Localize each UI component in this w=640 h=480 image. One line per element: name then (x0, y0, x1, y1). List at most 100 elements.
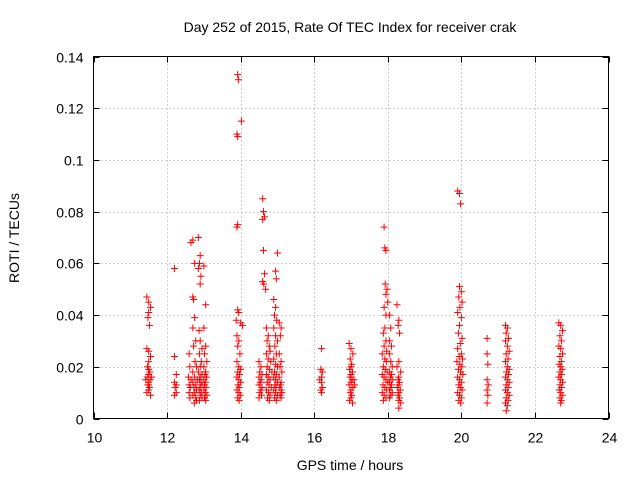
axis-ticks (93, 56, 610, 420)
data-point (456, 340, 464, 348)
x-tick-label: 24 (602, 430, 618, 446)
x-tick-label: 22 (528, 430, 544, 446)
data-point (457, 288, 465, 296)
data-point (191, 358, 199, 366)
data-point (272, 267, 280, 275)
data-point (397, 399, 405, 407)
data-point (458, 334, 466, 342)
data-point (557, 337, 565, 345)
data-point (483, 350, 491, 358)
data-point (484, 381, 492, 389)
data-point (502, 358, 509, 366)
data-point (318, 345, 326, 353)
data-point (172, 381, 180, 389)
data-point (393, 363, 401, 371)
data-point (457, 399, 465, 407)
data-point (276, 363, 284, 371)
data-point (386, 337, 394, 345)
data-point (381, 324, 389, 332)
data-point (318, 389, 326, 397)
data-point (483, 386, 491, 394)
data-point (378, 350, 386, 358)
data-point (345, 340, 353, 348)
data-point (190, 399, 198, 407)
x-tick-label: 16 (307, 430, 323, 446)
data-point (277, 324, 285, 332)
data-point (273, 337, 281, 345)
data-point (456, 190, 464, 198)
data-point (277, 394, 285, 402)
data-point (395, 358, 403, 366)
data-point (277, 358, 285, 366)
data-point (262, 285, 270, 293)
data-points (142, 71, 567, 415)
data-point (202, 396, 210, 404)
data-point (347, 345, 355, 353)
data-point (502, 329, 510, 337)
data-point (459, 371, 467, 379)
data-point (262, 324, 270, 332)
data-point (379, 396, 387, 404)
y-tick-label: 0.1 (64, 153, 84, 169)
data-point (502, 407, 510, 415)
data-point (557, 321, 565, 329)
data-point (145, 381, 153, 389)
data-point (275, 319, 283, 327)
data-point (235, 308, 243, 316)
data-point (380, 342, 388, 350)
data-point (483, 334, 491, 342)
data-point (233, 332, 241, 340)
x-tick-label: 20 (454, 430, 470, 446)
data-point (502, 350, 510, 358)
data-point (194, 368, 202, 376)
x-tick-label: 18 (381, 430, 397, 446)
data-point (235, 337, 243, 345)
data-point (394, 321, 402, 329)
data-point (200, 363, 208, 371)
data-point (202, 342, 210, 350)
data-point (234, 76, 242, 84)
data-point (170, 391, 178, 399)
data-point (203, 358, 211, 366)
data-point (191, 314, 199, 322)
data-point (380, 223, 388, 231)
y-tick-label: 0.12 (56, 101, 83, 117)
data-point (272, 275, 280, 283)
data-point (272, 396, 280, 404)
data-point (234, 71, 242, 79)
data-point (503, 402, 511, 410)
data-point (458, 386, 466, 394)
data-point (144, 314, 152, 322)
data-point (271, 342, 279, 350)
data-point (454, 308, 462, 316)
data-point (259, 208, 267, 216)
data-point (484, 360, 492, 368)
data-point (147, 303, 155, 311)
data-point (382, 246, 390, 254)
data-point (257, 363, 265, 371)
data-point (395, 316, 403, 324)
data-point (190, 342, 198, 350)
data-point (196, 252, 204, 260)
data-point (386, 394, 394, 402)
y-tick-label: 0.06 (56, 256, 83, 272)
data-point (194, 234, 202, 241)
data-point (259, 246, 267, 254)
data-point (234, 342, 242, 350)
data-point (348, 399, 356, 407)
data-point (145, 321, 153, 329)
y-tick-label: 0.04 (56, 308, 83, 324)
data-point (142, 376, 150, 384)
data-point (456, 321, 464, 329)
data-point (236, 350, 244, 358)
y-axis-label: ROTI / TECUs (6, 193, 22, 283)
data-point (255, 358, 263, 366)
data-point (503, 342, 511, 350)
data-point (318, 368, 326, 376)
data-point (186, 363, 194, 371)
data-point (503, 324, 511, 332)
y-tick-labels: 0 0.02 0.04 0.06 0.08 0.1 0.12 0.14 (56, 50, 83, 428)
data-point (456, 283, 464, 291)
data-point (384, 298, 392, 306)
